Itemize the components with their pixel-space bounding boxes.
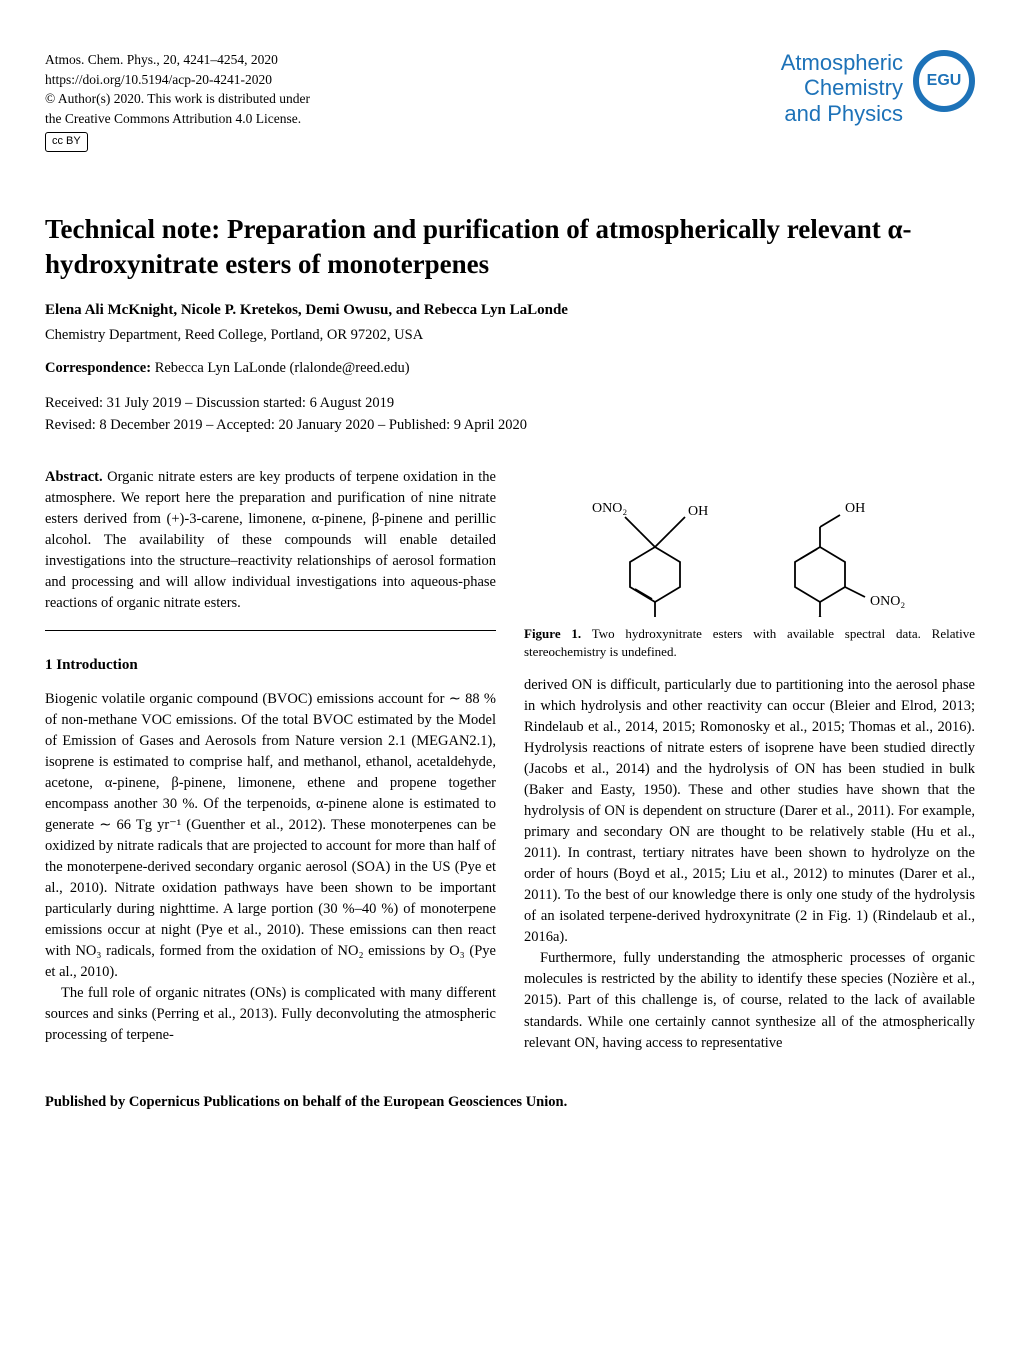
journal-logo: Atmospheric Chemistry and Physics EGU	[781, 50, 975, 126]
fig1-mol1-oh: OH	[688, 504, 708, 519]
col2-para-2: Furthermore, fully understanding the atm…	[524, 948, 975, 1053]
figure-1-caption-text: Two hydroxynitrate esters with available…	[524, 626, 975, 659]
figure-1-caption-label: Figure 1.	[524, 626, 581, 641]
authors: Elena Ali McKnight, Nicole P. Kretekos, …	[45, 302, 975, 319]
intro-para-1: Biogenic volatile organic compound (BVOC…	[45, 689, 496, 983]
logo-block: Atmospheric Chemistry and Physics EGU	[781, 50, 975, 126]
citation-line: Atmos. Chem. Phys., 20, 4241–4254, 2020	[45, 50, 310, 70]
journal-word-2: Chemistry	[781, 75, 903, 100]
footer: Published by Copernicus Publications on …	[45, 1094, 975, 1111]
abstract-block: Abstract. Organic nitrate esters are key…	[45, 467, 496, 614]
paper-title: Technical note: Preparation and purifica…	[45, 212, 975, 282]
correspondence-label: Correspondence:	[45, 360, 151, 376]
citation-copyright: © Author(s) 2020. This work is distribut…	[45, 89, 310, 109]
col2-para-1: derived ON is difficult, particularly du…	[524, 675, 975, 948]
section-1-heading: 1 Introduction	[45, 655, 496, 677]
figure-1-svg: ONO₂ OH 1	[560, 467, 940, 617]
correspondence-text: Rebecca Lyn LaLonde (rlalonde@reed.edu)	[151, 360, 410, 376]
header-row: Atmos. Chem. Phys., 20, 4241–4254, 2020 …	[45, 50, 975, 152]
figure-1: ONO₂ OH 1	[524, 467, 975, 661]
two-column-layout: Abstract. Organic nitrate esters are key…	[45, 467, 975, 1054]
affiliation: Chemistry Department, Reed College, Port…	[45, 327, 975, 344]
journal-word-1: Atmospheric	[781, 50, 903, 75]
dates-line-2: Revised: 8 December 2019 – Accepted: 20 …	[45, 415, 975, 437]
fig1-mol1-ono2: ONO₂	[592, 501, 627, 516]
citation-license: the Creative Commons Attribution 4.0 Lic…	[45, 109, 310, 129]
citation-block: Atmos. Chem. Phys., 20, 4241–4254, 2020 …	[45, 50, 310, 152]
correspondence: Correspondence: Rebecca Lyn LaLonde (rla…	[45, 360, 975, 377]
egu-logo-icon: EGU	[913, 50, 975, 112]
dates-block: Received: 31 July 2019 – Discussion star…	[45, 393, 975, 437]
abstract-label: Abstract.	[45, 469, 103, 485]
fig1-mol2-oh: OH	[845, 501, 865, 516]
fig1-mol2-ono2: ONO₂	[870, 594, 905, 609]
journal-word-3: and Physics	[781, 101, 903, 126]
abstract-text: Organic nitrate esters are key products …	[45, 469, 496, 611]
cc-badge: cc BY	[45, 132, 88, 152]
citation-doi: https://doi.org/10.5194/acp-20-4241-2020	[45, 70, 310, 90]
right-column: ONO₂ OH 1	[524, 467, 975, 1054]
intro-para-2: The full role of organic nitrates (ONs) …	[45, 983, 496, 1046]
dates-line-1: Received: 31 July 2019 – Discussion star…	[45, 393, 975, 415]
journal-name: Atmospheric Chemistry and Physics	[781, 50, 903, 126]
left-column: Abstract. Organic nitrate esters are key…	[45, 467, 496, 1054]
figure-1-caption: Figure 1. Two hydroxynitrate esters with…	[524, 625, 975, 661]
abstract-divider	[45, 630, 496, 631]
